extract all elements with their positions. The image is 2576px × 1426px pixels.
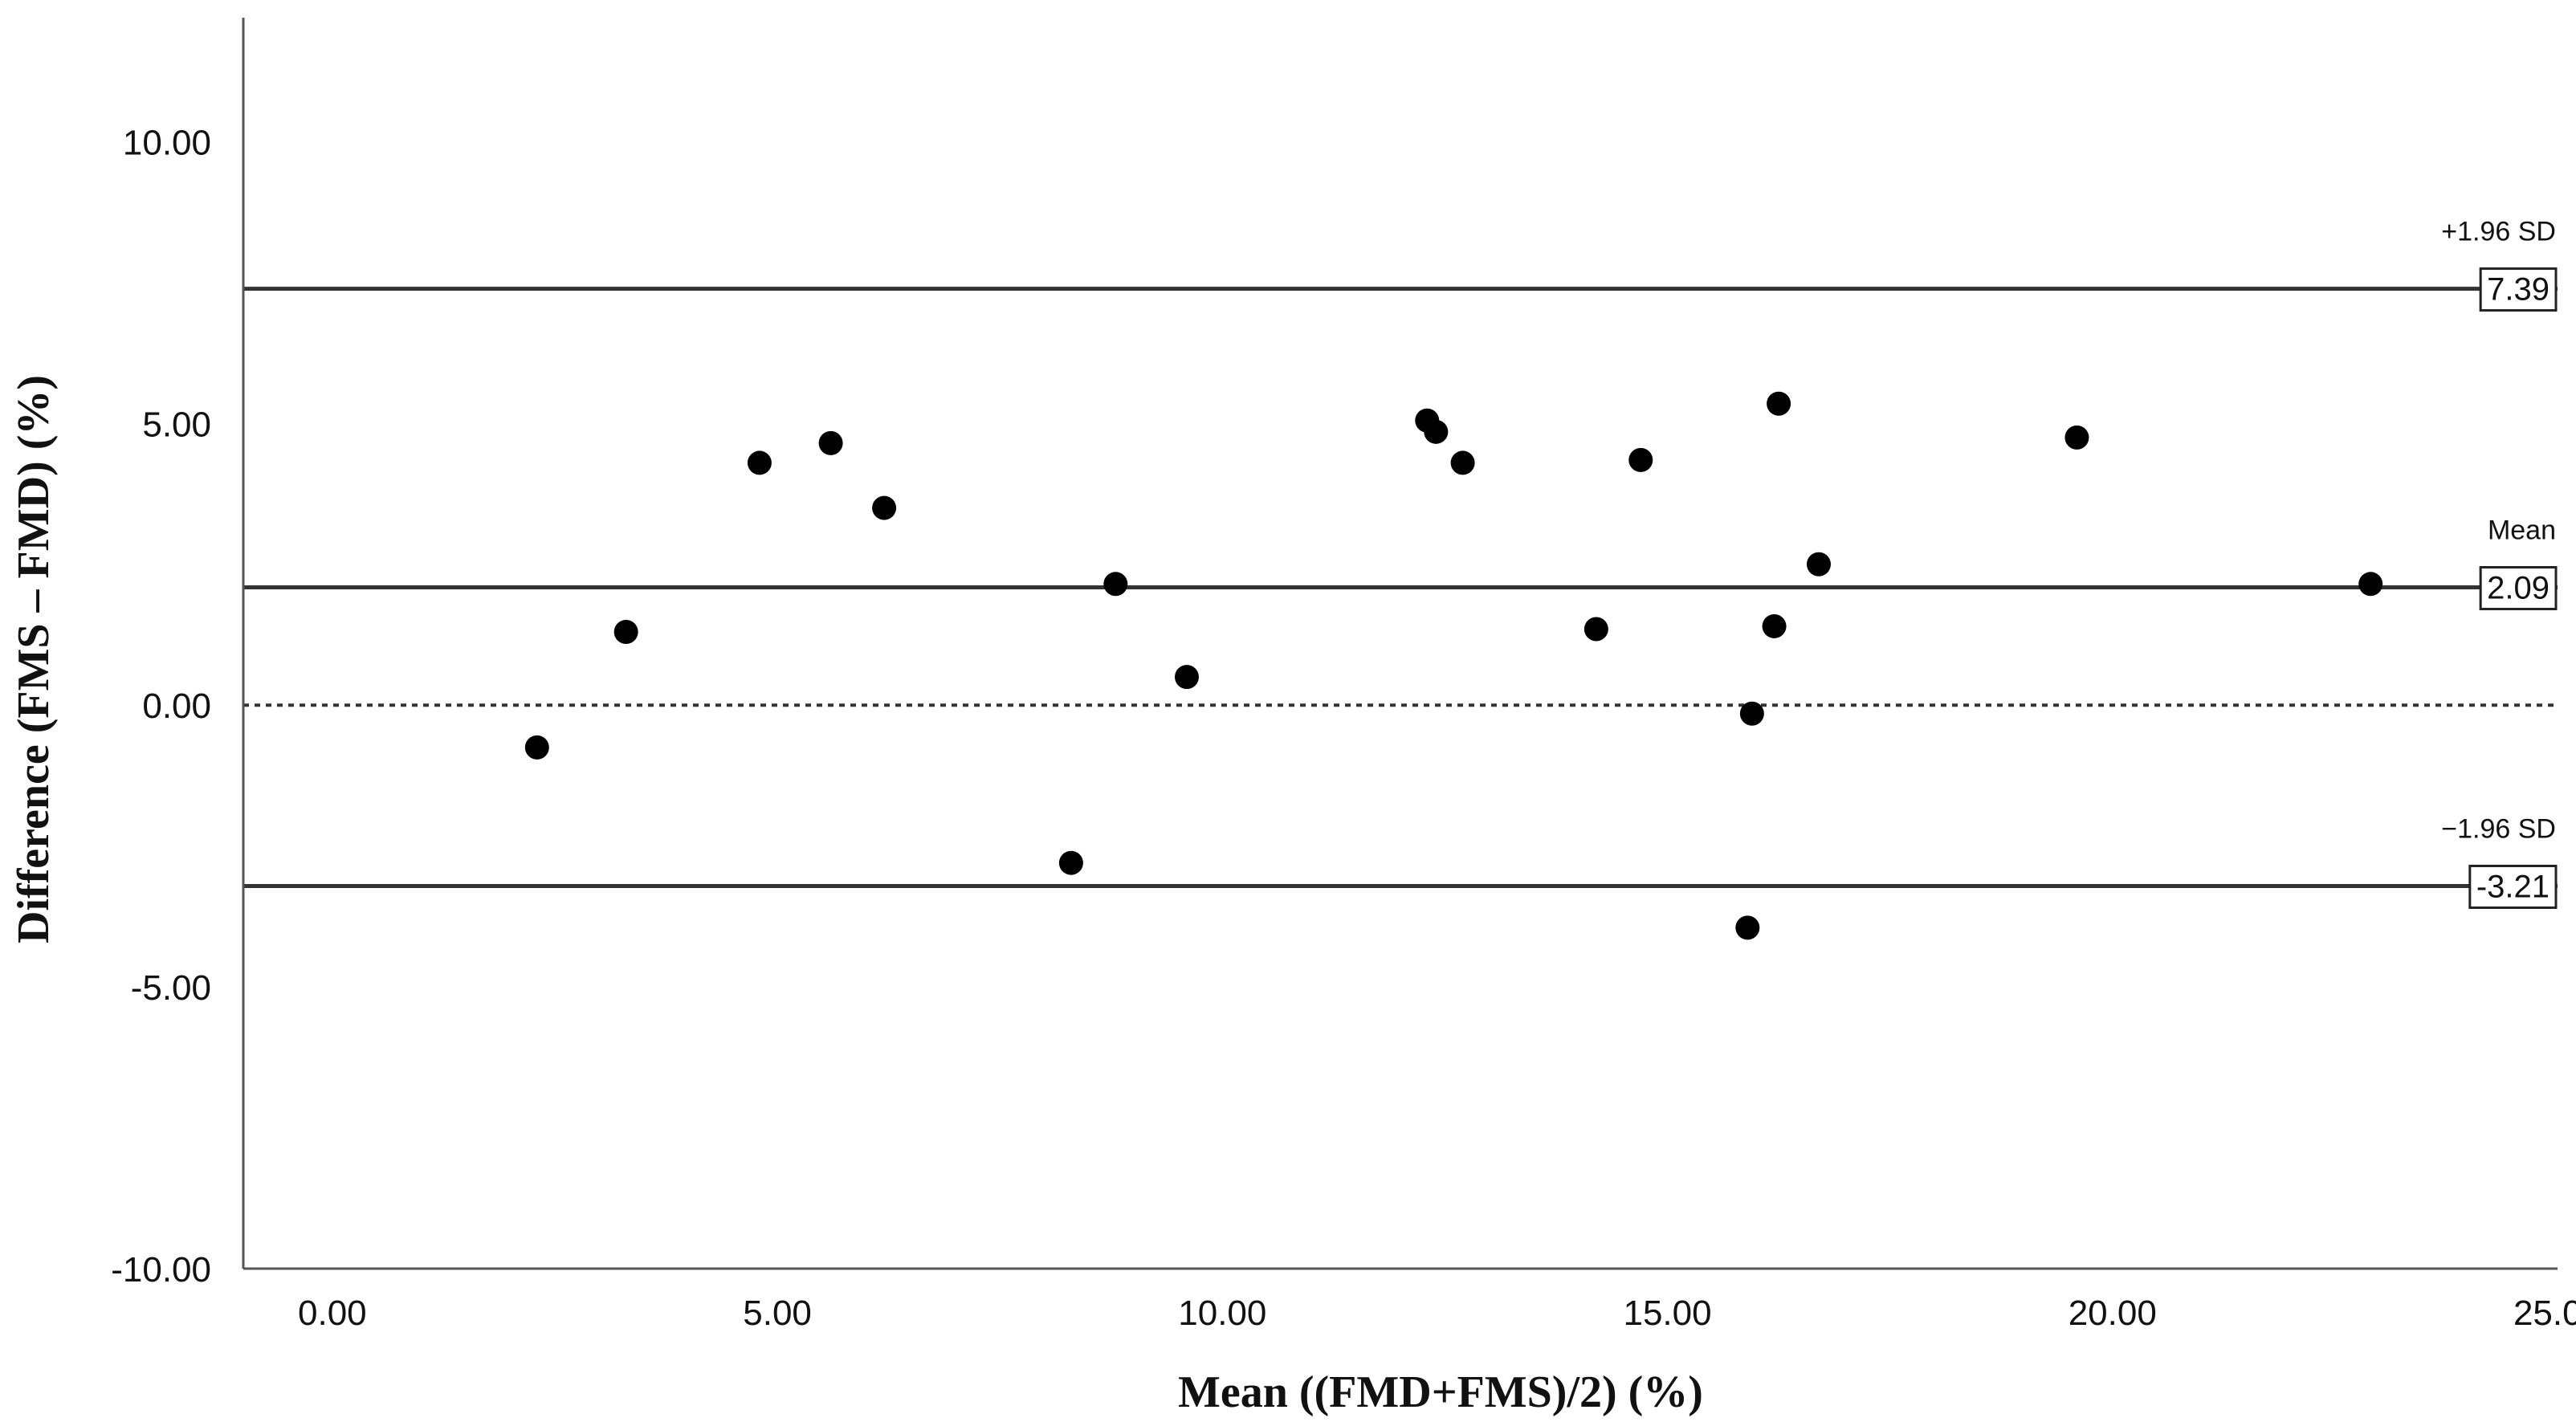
data-point <box>1628 447 1653 472</box>
x-tick-label: 0.00 <box>298 1294 367 1333</box>
y-tick-label: -5.00 <box>131 968 211 1008</box>
y-axis-title: Difference (FMS – FMD) (%) <box>9 375 59 943</box>
reference-lines: +1.96 SD 7.39 Mean 2.09 −1.96 SD -3.21 <box>243 217 2558 909</box>
data-point <box>1584 617 1608 642</box>
data-point <box>1735 915 1760 940</box>
x-tick-label: 10.00 <box>1178 1294 1266 1333</box>
x-axis-title: Mean ((FMD+FMS)/2) (%) <box>1178 1367 1703 1417</box>
reference-line-value-box <box>2479 566 2558 611</box>
reference-line-value: 2.09 <box>2487 571 2550 606</box>
y-tick-label: 5.00 <box>142 405 211 444</box>
data-point <box>1103 572 1128 597</box>
reference-line-value: 7.39 <box>2487 272 2550 308</box>
x-tick-label: 25.00 <box>2513 1294 2576 1333</box>
y-tick-label: 10.00 <box>123 123 211 162</box>
data-point <box>1767 391 1791 416</box>
data-point <box>2358 572 2383 597</box>
data-points <box>524 391 2383 940</box>
data-point <box>1762 613 1787 638</box>
data-point <box>1806 552 1831 577</box>
x-tick-label: 15.00 <box>1623 1294 1711 1333</box>
y-tick-label: 0.00 <box>142 687 211 726</box>
y-tick-label: -10.00 <box>111 1250 211 1290</box>
reference-line-value-box <box>2479 267 2558 312</box>
data-point <box>613 619 638 644</box>
reference-line-name: +1.96 SD <box>2441 217 2556 247</box>
reference-line-name: −1.96 SD <box>2441 813 2556 844</box>
x-tick-labels: 0.00 5.00 10.00 15.00 20.00 25.00 <box>298 1294 2576 1333</box>
data-point <box>818 430 843 455</box>
data-point <box>747 450 772 475</box>
y-tick-labels: -10.00 -5.00 0.00 5.00 10.00 <box>111 123 211 1290</box>
x-tick-label: 5.00 <box>743 1294 812 1333</box>
data-point <box>1450 450 1475 475</box>
reference-line-name: Mean <box>2488 515 2556 546</box>
x-tick-label: 20.00 <box>2069 1294 2157 1333</box>
axes <box>242 18 2558 1270</box>
reference-line-value-box <box>2468 864 2558 909</box>
reference-line-value: -3.21 <box>2476 869 2550 904</box>
data-point <box>1058 850 1083 875</box>
data-point <box>1424 419 1449 444</box>
data-point <box>2064 425 2089 450</box>
data-point <box>1174 665 1199 690</box>
data-point <box>524 735 549 760</box>
data-point <box>1739 701 1764 726</box>
data-point <box>872 495 897 520</box>
